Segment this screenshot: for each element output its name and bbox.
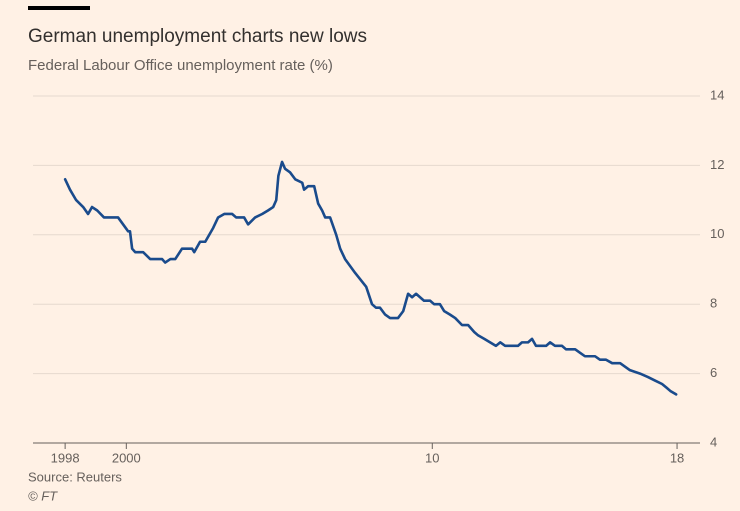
x-tick-label: 18 xyxy=(670,450,684,465)
title-bar xyxy=(28,6,90,10)
y-tick-label: 14 xyxy=(710,87,724,102)
credit: © FT xyxy=(28,488,58,503)
chart-title: German unemployment charts new lows xyxy=(28,26,367,47)
chart-subtitle: Federal Labour Office unemployment rate … xyxy=(28,57,333,74)
y-tick-label: 6 xyxy=(710,365,717,380)
y-tick-label: 10 xyxy=(710,226,724,241)
y-tick-label: 8 xyxy=(710,296,717,311)
x-tick-label: 10 xyxy=(425,450,439,465)
x-tick-label: 1998 xyxy=(51,450,80,465)
y-tick-label: 4 xyxy=(710,434,717,449)
line-series xyxy=(63,160,678,396)
y-tick-label: 12 xyxy=(710,157,724,172)
x-tick-label: 2000 xyxy=(112,450,141,465)
source: Source: Reuters xyxy=(28,469,122,484)
